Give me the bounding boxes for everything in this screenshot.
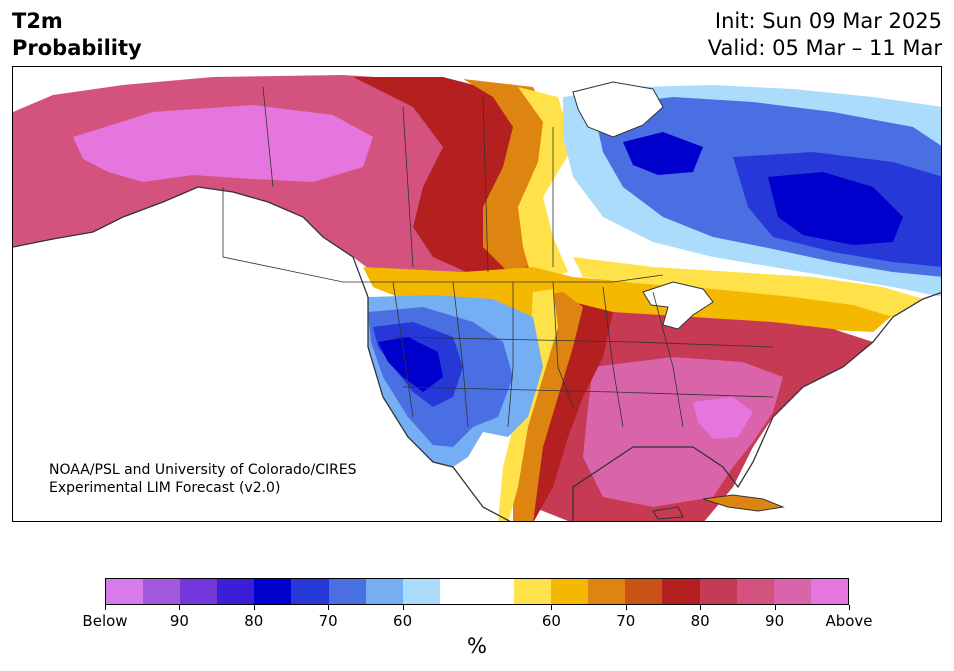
cuba	[702, 494, 785, 512]
colorbar-tick-label: 60	[541, 612, 561, 630]
warm-core-alaska	[73, 105, 373, 182]
colorbar-tickmark	[253, 605, 255, 610]
hispaniola	[652, 506, 684, 520]
colorbar-tickmark	[774, 605, 776, 610]
warm-ring-canada-2	[463, 79, 553, 272]
probability-map	[12, 66, 942, 522]
warm-band-plains	[363, 267, 893, 332]
colorbar-tickmark	[402, 605, 404, 610]
colorbar-segment	[143, 579, 181, 604]
colorbar-tick-label: 80	[690, 612, 710, 630]
colorbar-segment	[217, 579, 255, 604]
colorbar-tick-label: Below	[82, 612, 128, 630]
cold-core-labrador	[768, 172, 903, 245]
great-lakes	[642, 281, 714, 330]
coastline	[13, 186, 511, 521]
colorbar-tickmark	[700, 605, 702, 610]
colorbar-segment	[588, 579, 626, 604]
colorbar-segment	[699, 579, 737, 604]
colorbar-segment	[773, 579, 811, 604]
colorbar-segment	[291, 579, 329, 604]
colorbar-segment	[106, 579, 144, 604]
colorbar-segment	[328, 579, 366, 604]
cold-core-southwest	[378, 337, 443, 392]
title-line-1: T2m	[12, 9, 63, 33]
warm-band-light	[573, 257, 923, 317]
colorbar-tickmark	[625, 605, 627, 610]
colorbar-segment	[625, 579, 663, 604]
colorbar-tickmark	[849, 605, 850, 610]
colorbar-segment	[254, 579, 292, 604]
credit-line-1: NOAA/PSL and University of Colorado/CIRE…	[49, 462, 357, 478]
cold-core-hudson	[623, 132, 703, 175]
colorbar-segment	[365, 579, 403, 604]
colorbar-segment	[439, 579, 477, 604]
colorbar-segment	[551, 579, 589, 604]
colorbar-tick-label: 60	[393, 612, 413, 630]
forecast-dates: Init: Sun 09 Mar 2025 Valid: 05 Mar – 11…	[708, 8, 942, 62]
warm-ring-canada-3	[518, 87, 573, 282]
colorbar-tick-label: 90	[169, 612, 189, 630]
valid-date: Valid: 05 Mar – 11 Mar	[707, 36, 942, 60]
colorbar-segment	[402, 579, 440, 604]
credit-line-2: Experimental LIM Forecast (v2.0)	[49, 480, 281, 496]
warm-spot-southeast	[693, 397, 753, 439]
warm-core-southeast	[583, 357, 783, 507]
colorbar-segment	[810, 579, 848, 604]
colorbar-tick-label: 80	[244, 612, 264, 630]
coastline-east	[572, 292, 941, 521]
colorbar-segment	[662, 579, 700, 604]
colorbar-segment	[180, 579, 218, 604]
colorbar-tick-label: Above	[825, 612, 873, 630]
map-canvas	[13, 67, 941, 521]
map-title: T2m Probability	[12, 8, 142, 62]
colorbar-tickmark	[551, 605, 553, 610]
colorbar-tickmark	[105, 605, 106, 610]
colorbar-segment	[736, 579, 774, 604]
colorbar-tickmark	[328, 605, 330, 610]
colorbar-segment	[514, 579, 552, 604]
title-line-2: Probability	[12, 36, 142, 60]
colorbar-tick-label: 70	[318, 612, 338, 630]
init-date: Init: Sun 09 Mar 2025	[714, 9, 942, 33]
colorbar-segment	[476, 579, 515, 604]
colorbar-unit: %	[467, 634, 487, 658]
political-borders	[222, 86, 774, 428]
colorbar-tick-label: 70	[616, 612, 636, 630]
colorbar-tickmark	[179, 605, 181, 610]
colorbar-tick-label: 90	[765, 612, 785, 630]
credit-text: NOAA/PSL and University of Colorado/CIRE…	[49, 461, 357, 497]
hudson-bay	[572, 81, 664, 138]
colorbar	[105, 578, 849, 605]
